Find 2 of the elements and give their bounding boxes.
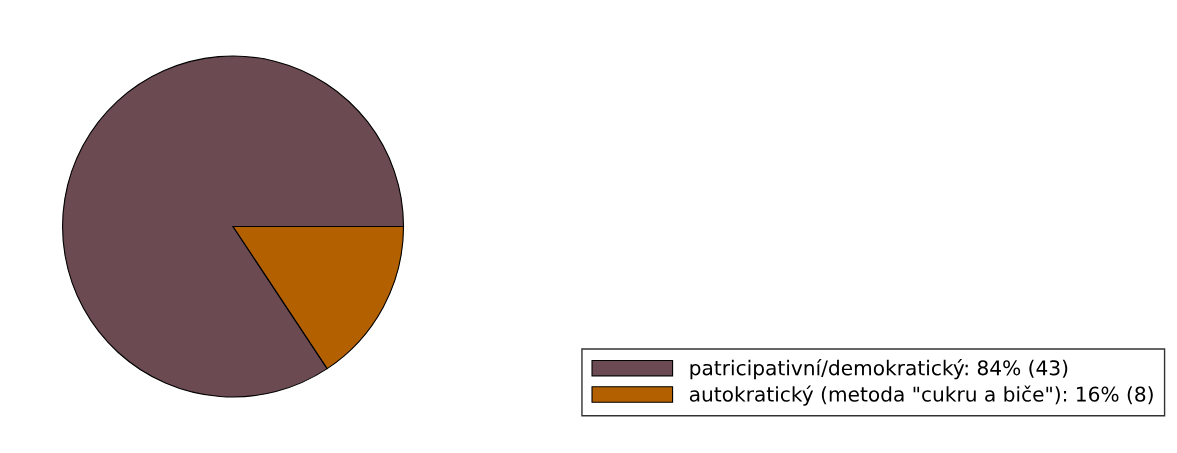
legend-label: autokratický (metoda "cukru a biče"): 16% (8) — [689, 385, 1153, 406]
legend-label: patricipativní/demokratický: 84% (43) — [690, 359, 1068, 380]
